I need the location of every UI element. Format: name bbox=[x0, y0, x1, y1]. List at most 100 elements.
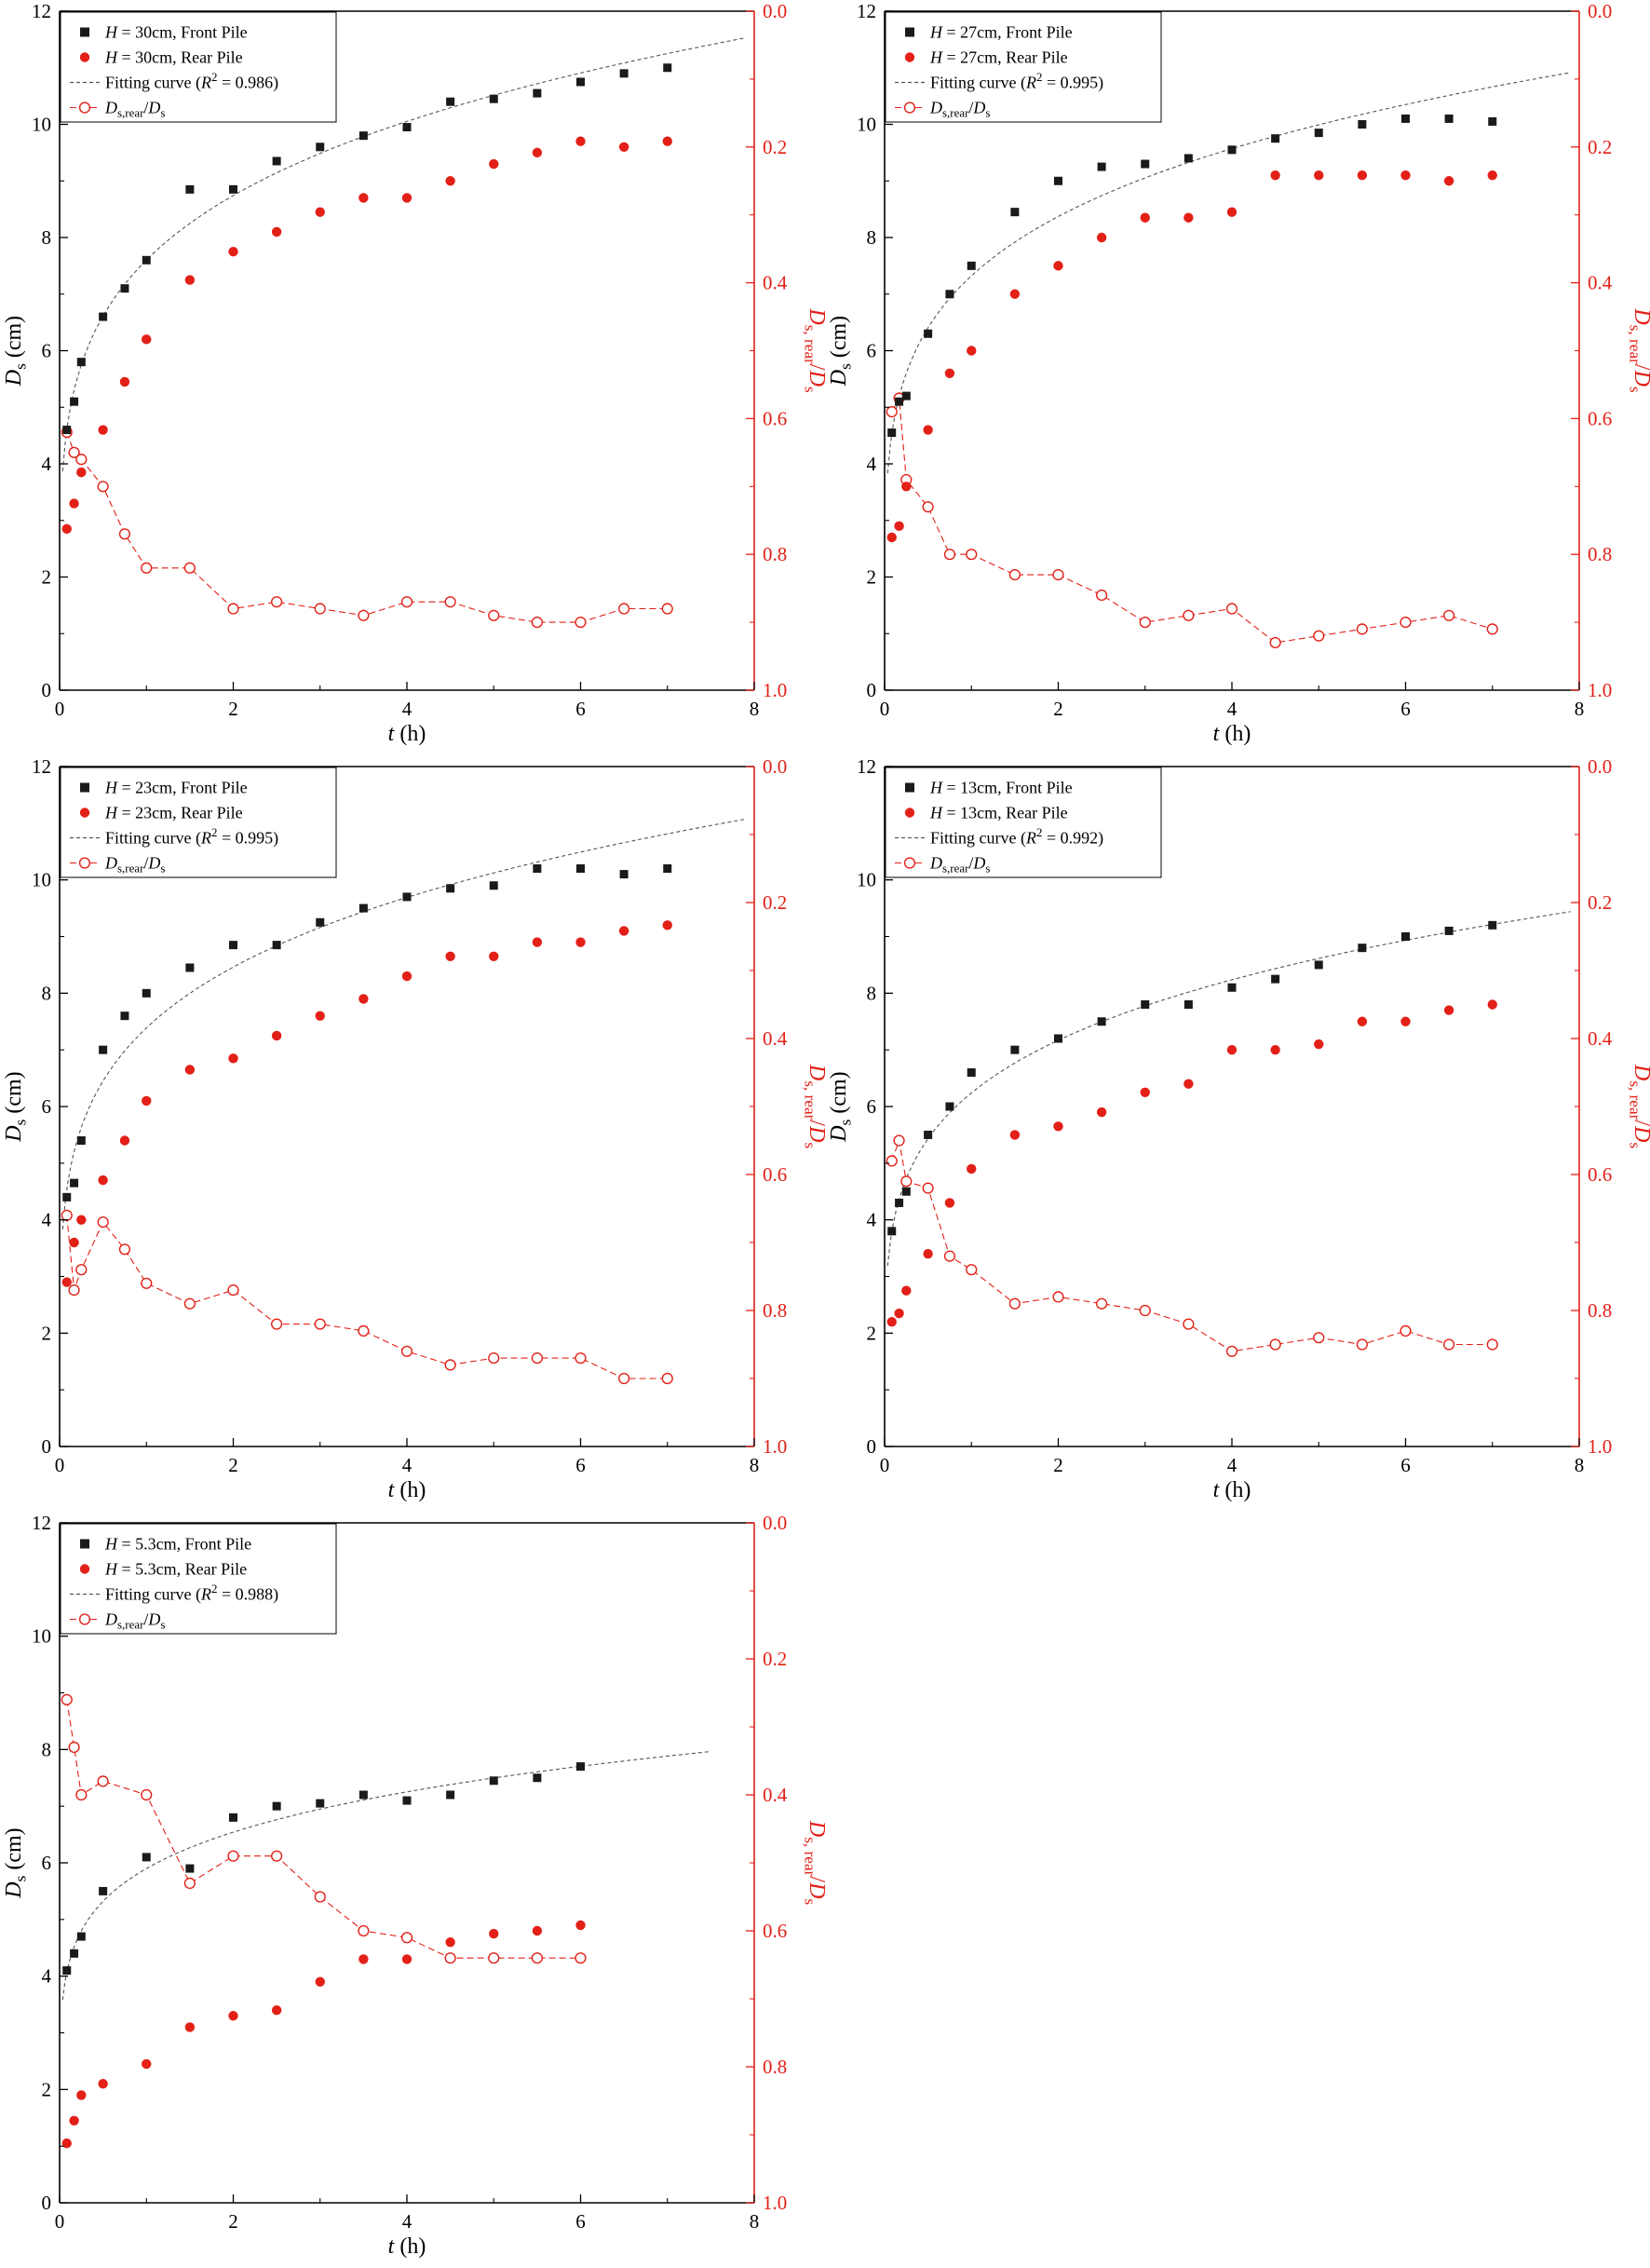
rear-pile-point bbox=[184, 1065, 196, 1075]
legend-ratio-marker bbox=[903, 857, 916, 869]
legend-rear-pile-marker bbox=[904, 808, 915, 818]
ratio-point bbox=[61, 1209, 73, 1221]
y-left-tick-label: 6 bbox=[42, 1852, 52, 1874]
y-left-tick-label: 0 bbox=[867, 1435, 877, 1458]
legend-label: Ds,rear/Ds bbox=[104, 854, 165, 876]
ratio-point bbox=[1356, 623, 1368, 635]
ratio-point bbox=[1225, 603, 1238, 615]
rear-pile-point bbox=[401, 971, 412, 982]
ratio-point bbox=[75, 454, 88, 466]
front-pile-point bbox=[316, 143, 325, 152]
chart-panel-h5-3: 0 2 4 6 8 0 2 4 6 8 10 12 0.0 0.2 0.4 0.6 0.8 1.0 t (h) Ds … bbox=[0, 1512, 825, 2268]
ratio-point bbox=[1443, 609, 1455, 621]
legend-front-pile-marker bbox=[80, 1539, 89, 1549]
ratio-point bbox=[1183, 1318, 1195, 1330]
rear-pile-point bbox=[618, 926, 629, 936]
front-pile-series bbox=[62, 864, 672, 1202]
front-pile-point bbox=[402, 892, 412, 902]
y-right-axis-title: Ds, rear/Ds bbox=[1627, 307, 1650, 393]
ratio-point bbox=[444, 1952, 456, 1964]
ratio-point bbox=[886, 1155, 898, 1167]
ratio-series bbox=[61, 1209, 673, 1385]
x-tick-label: 8 bbox=[750, 1454, 760, 1476]
rear-pile-point bbox=[1487, 170, 1497, 181]
y-right-tick-label: 0.4 bbox=[763, 1027, 788, 1050]
fitting-curve-series bbox=[61, 818, 746, 1229]
ratio-point bbox=[1356, 1338, 1368, 1351]
ratio-point bbox=[1096, 1297, 1108, 1310]
front-pile-point bbox=[1358, 120, 1367, 129]
legend-label: H = 13cm, Rear Pile bbox=[929, 804, 1068, 822]
legend: H = 30cm, Front Pile H = 30cm, Rear Pile F… bbox=[60, 11, 337, 123]
ratio-point bbox=[183, 1297, 196, 1310]
fitting-curve bbox=[61, 1751, 709, 2001]
ratio-point bbox=[183, 1877, 196, 1890]
y-left-tick-label: 12 bbox=[857, 755, 876, 778]
ratio-point bbox=[1486, 1338, 1498, 1351]
legend-label: Ds,rear/Ds bbox=[104, 99, 165, 120]
front-pile-series bbox=[62, 63, 672, 435]
rear-pile-point bbox=[1096, 232, 1107, 243]
front-pile-point bbox=[887, 1227, 897, 1236]
legend: H = 13cm, Front Pile H = 13cm, Rear Pile F… bbox=[885, 767, 1162, 878]
front-pile-point bbox=[229, 184, 237, 194]
legend-label: Fitting curve (R2 = 0.992) bbox=[930, 825, 1103, 849]
x-axis-title: t (h) bbox=[388, 2234, 426, 2259]
rear-pile-point bbox=[1314, 170, 1324, 181]
legend-label: H = 13cm, Front Pile bbox=[929, 779, 1073, 797]
ratio-point bbox=[118, 1243, 131, 1256]
y-right-tick-label: 0.8 bbox=[1588, 1299, 1612, 1322]
rear-pile-point bbox=[358, 994, 369, 1004]
x-tick-label: 2 bbox=[1053, 1454, 1063, 1476]
ratio-point bbox=[1008, 568, 1021, 581]
front-pile-point bbox=[576, 864, 585, 873]
front-pile-point bbox=[887, 428, 897, 438]
chart-panel-h13: 0 2 4 6 8 0 2 4 6 8 10 12 0.0 0.2 0.4 0.6 0.8 1.0 t (h) Ds … bbox=[825, 755, 1650, 1512]
rear-pile-point bbox=[98, 2079, 108, 2089]
rear-pile-point bbox=[61, 2138, 72, 2149]
x-tick-label: 0 bbox=[880, 698, 890, 720]
front-pile-point bbox=[1401, 114, 1410, 123]
plot-area bbox=[885, 767, 1579, 1446]
front-pile-point bbox=[895, 1198, 904, 1207]
ratio-point bbox=[271, 1850, 283, 1862]
x-tick-label: 4 bbox=[402, 698, 412, 720]
y-left-axis-title: Ds (cm) bbox=[827, 316, 854, 387]
x-tick-label: 8 bbox=[750, 2210, 760, 2233]
rear-pile-point bbox=[1400, 1016, 1411, 1026]
y-left-tick-label: 12 bbox=[32, 755, 51, 778]
y-right-tick-label: 0.0 bbox=[763, 0, 787, 22]
ratio-point bbox=[314, 603, 326, 615]
legend-label: H = 23cm, Rear Pile bbox=[104, 804, 243, 822]
chart-h23-svg: 0 2 4 6 8 0 2 4 6 8 10 12 0.0 0.2 0.4 0.6 0.8 1.0 t (h) Ds … bbox=[2, 755, 825, 1502]
front-pile-point bbox=[945, 290, 954, 299]
y-right-tick-label: 0.4 bbox=[763, 272, 788, 294]
y-right-tick-label: 0.2 bbox=[763, 1648, 787, 1670]
rear-pile-point bbox=[184, 2022, 196, 2032]
front-pile-series bbox=[887, 920, 1497, 1236]
y-left-tick-label: 10 bbox=[32, 114, 51, 136]
ratio-point bbox=[271, 1318, 283, 1330]
rear-pile-point bbox=[489, 951, 499, 961]
front-pile-point bbox=[1271, 134, 1280, 143]
rear-pile-point bbox=[1140, 1087, 1150, 1097]
rear-pile-point bbox=[1314, 1039, 1324, 1050]
ratio-point bbox=[575, 1351, 587, 1365]
front-pile-point bbox=[1271, 974, 1280, 984]
legend-label: H = 5.3cm, Rear Pile bbox=[104, 1560, 247, 1579]
rear-pile-point bbox=[61, 523, 72, 535]
ratio-point bbox=[966, 1264, 978, 1276]
ratio-point bbox=[314, 1891, 326, 1903]
legend-label: H = 27cm, Rear Pile bbox=[929, 48, 1068, 67]
y-left-tick-label: 10 bbox=[32, 869, 51, 891]
fitting-curve bbox=[61, 818, 746, 1229]
x-tick-label: 0 bbox=[55, 698, 65, 720]
x-tick-label: 4 bbox=[1227, 1454, 1238, 1476]
front-pile-point bbox=[1097, 162, 1106, 171]
ratio-point bbox=[488, 1952, 500, 1964]
x-tick-label: 6 bbox=[575, 698, 586, 720]
front-pile-point bbox=[99, 312, 108, 321]
y-left-tick-label: 2 bbox=[42, 566, 52, 589]
ratio-point bbox=[1443, 1338, 1455, 1351]
